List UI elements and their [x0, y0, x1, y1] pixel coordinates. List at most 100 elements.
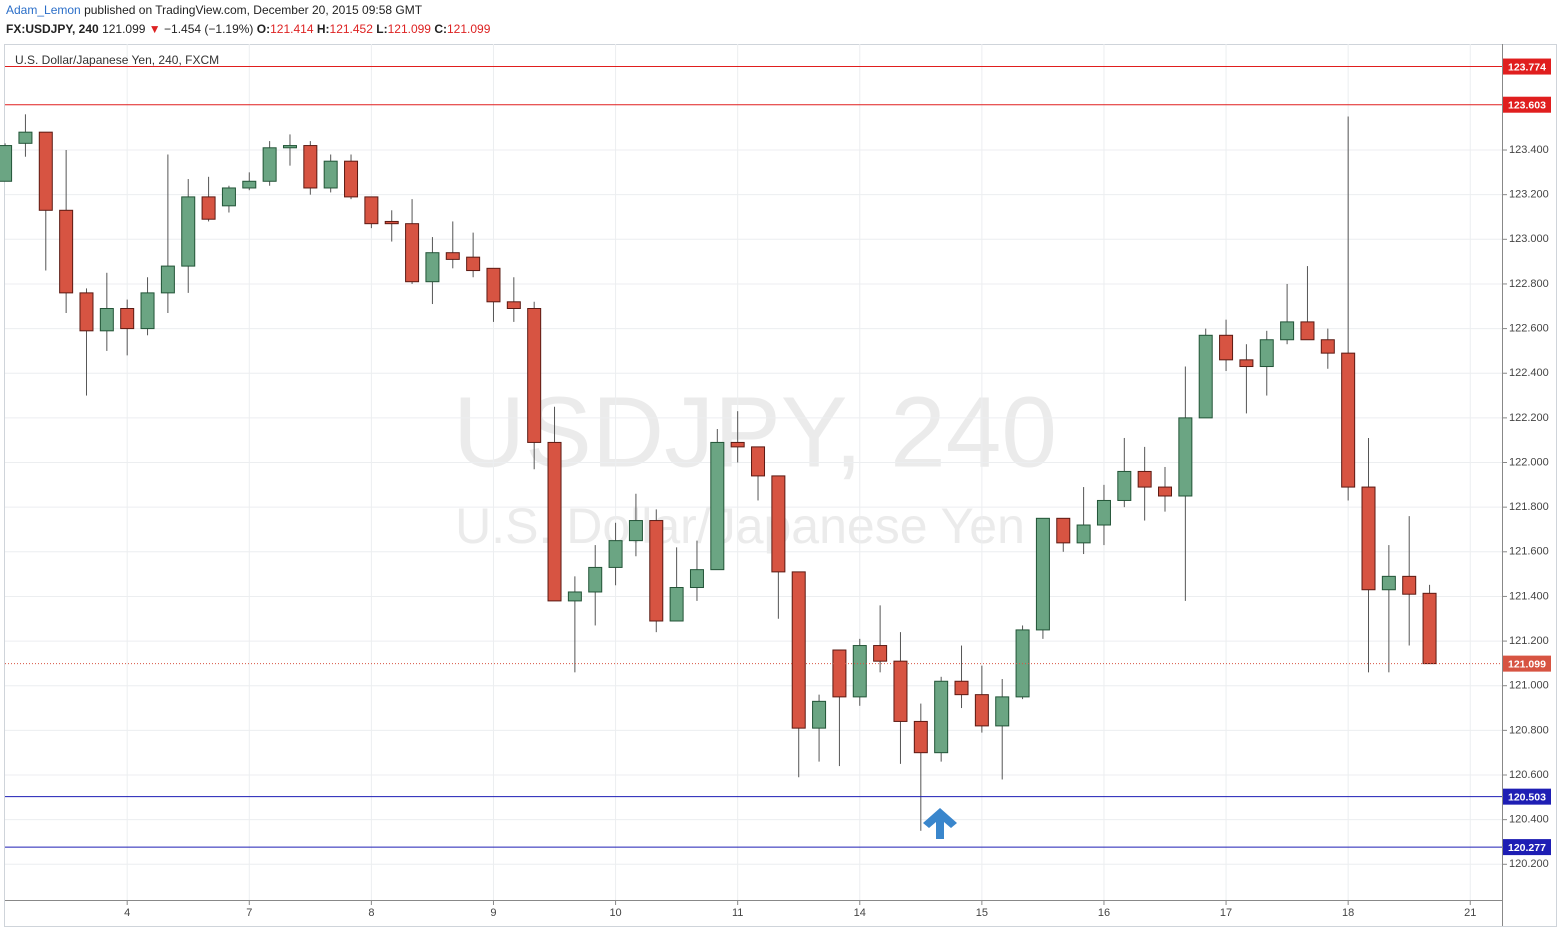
candle-body — [0, 145, 13, 182]
published: published on TradingView.com, December 2… — [84, 3, 423, 17]
candle-body — [364, 196, 379, 225]
candle-body — [262, 147, 277, 182]
candle-body — [649, 520, 664, 622]
y-tick-label: 121.800 — [1509, 501, 1549, 513]
y-tick-label: 121.600 — [1509, 546, 1549, 558]
candle-body — [771, 475, 786, 573]
candle-body — [1422, 592, 1437, 665]
last: 121.099 — [102, 22, 146, 36]
candle-body — [567, 591, 582, 602]
candle-body — [995, 696, 1010, 727]
arrow-annotation — [923, 808, 957, 839]
frame — [4, 44, 1557, 927]
candle-body — [18, 131, 33, 144]
y-tick-label: 120.600 — [1509, 769, 1549, 781]
level-label: 121.099 — [1508, 658, 1546, 670]
candle-body — [425, 252, 440, 283]
x-tick-label: 11 — [732, 907, 743, 919]
publish-line: Adam_Lemon published on TradingView.com,… — [6, 3, 422, 17]
y-tick-label: 120.800 — [1509, 724, 1549, 736]
candle-body — [38, 131, 53, 211]
candle-body — [1219, 334, 1234, 361]
candle-body — [730, 441, 745, 448]
x-tick-label: 8 — [368, 907, 374, 919]
candle-body — [710, 441, 725, 571]
x-tick-label: 9 — [490, 907, 496, 919]
candle-body — [689, 569, 704, 589]
y-tick-label: 120.200 — [1509, 858, 1549, 870]
candle-body — [751, 446, 766, 477]
x-tick-label: 10 — [609, 907, 621, 919]
candle-body — [1198, 334, 1213, 419]
candle-body — [873, 645, 888, 662]
plot — [0, 114, 1437, 831]
candle-body — [221, 187, 236, 207]
o-label: O: — [256, 22, 271, 36]
c-label: C: — [434, 22, 447, 36]
candle-body — [1239, 359, 1254, 368]
h-label: H: — [316, 22, 330, 36]
candle-body — [303, 145, 318, 189]
candle-body — [242, 180, 257, 189]
candle-body — [1300, 321, 1315, 341]
candle-body — [1117, 470, 1132, 501]
level-label-box — [1503, 96, 1551, 113]
candle-body — [974, 694, 989, 727]
candle-body — [832, 649, 847, 698]
level-label-box — [1503, 655, 1551, 672]
x-tick-label: 16 — [1098, 907, 1110, 919]
candle-body — [1056, 517, 1071, 544]
candle-body — [1158, 486, 1173, 497]
candle-body — [1259, 339, 1274, 368]
candle-body — [160, 265, 175, 294]
change: −1.454 (−1.19%) — [164, 22, 254, 36]
x-tick-label: 17 — [1220, 907, 1232, 919]
author[interactable]: Adam_Lemon — [6, 3, 81, 17]
y-tick-label: 122.800 — [1509, 278, 1549, 290]
x-tick-label: 7 — [246, 907, 252, 919]
y-tick-label: 122.600 — [1509, 322, 1549, 334]
y-tick-label: 121.000 — [1509, 680, 1549, 692]
candle-body — [384, 220, 399, 225]
candle-body — [1280, 321, 1295, 341]
x-tick-label: 21 — [1464, 907, 1476, 919]
level-label: 120.277 — [1508, 842, 1546, 854]
candle-body — [1076, 524, 1091, 544]
chart-title: U.S. Dollar/Japanese Yen, 240, FXCM — [15, 53, 219, 67]
y-tick-label: 121.400 — [1509, 590, 1549, 602]
candle-body — [893, 660, 908, 722]
candle-body — [181, 196, 196, 267]
candle-body — [59, 209, 74, 294]
y-tick-label: 123.000 — [1509, 233, 1549, 245]
grid — [5, 44, 1502, 900]
candle-body — [1381, 575, 1396, 591]
quote-line: FX:USDJPY, 240 121.099 ▼ −1.454 (−1.19%)… — [6, 22, 490, 36]
candle-body — [934, 680, 949, 754]
change-arrow: ▼ — [148, 22, 161, 36]
h-value: 121.452 — [329, 22, 373, 36]
candle-body — [1035, 517, 1050, 631]
candle-body — [99, 308, 114, 332]
candle-body — [79, 292, 94, 332]
level-label: 123.774 — [1508, 61, 1546, 73]
header: Adam_Lemon published on TradingView.com,… — [0, 0, 1561, 40]
y-tick-label: 122.200 — [1509, 412, 1549, 424]
candle-body — [506, 301, 521, 310]
y-tick-label: 120.400 — [1509, 814, 1549, 826]
level-label-box — [1503, 788, 1551, 805]
candle-body — [282, 145, 297, 149]
candle-body — [1320, 339, 1335, 354]
candle-body — [466, 256, 481, 272]
candle-body — [954, 680, 969, 696]
candle-body — [1361, 486, 1376, 591]
candle-body — [913, 720, 928, 754]
candle-body — [812, 700, 827, 729]
candle-body — [1137, 470, 1152, 488]
candle-body — [669, 587, 684, 622]
candle-body — [608, 540, 623, 568]
level-label-box — [1503, 58, 1551, 75]
candle-body — [588, 566, 603, 593]
l-label: L: — [376, 22, 388, 36]
